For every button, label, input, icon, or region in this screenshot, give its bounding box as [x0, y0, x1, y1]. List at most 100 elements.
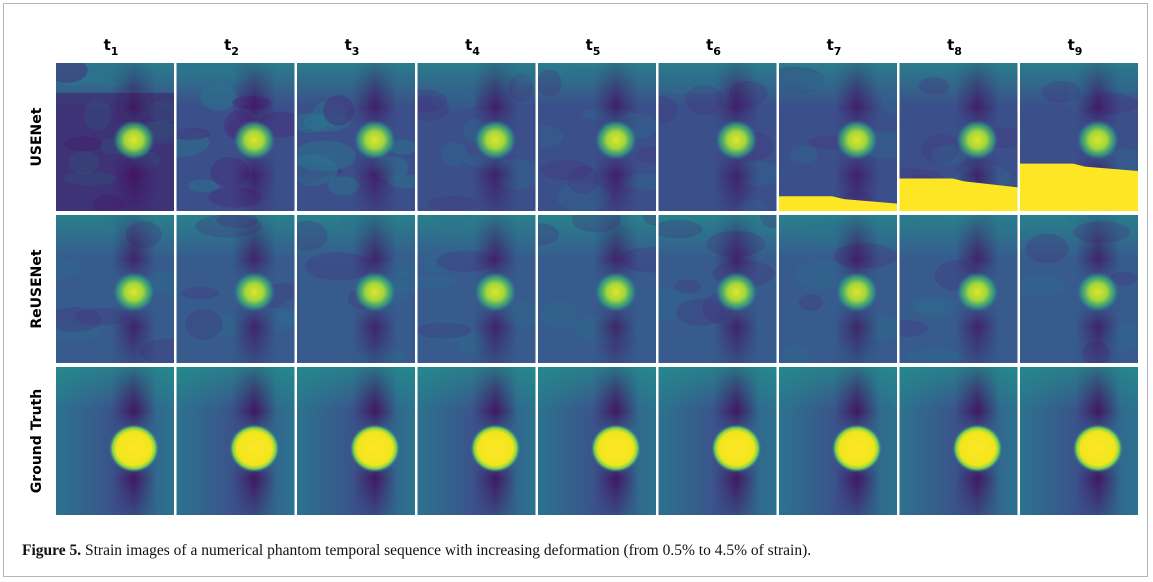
texture-patch: [643, 215, 656, 226]
texture-patch: [538, 223, 559, 246]
column-header: t6: [706, 36, 721, 58]
inclusion: [1077, 120, 1119, 160]
image-content: [779, 63, 897, 211]
texture-patch: [779, 66, 826, 95]
image-content: [899, 367, 1018, 515]
texture-patch: [899, 215, 944, 224]
image-content: [779, 215, 897, 363]
texture-patch: [63, 171, 117, 186]
texture-patch: [899, 320, 928, 337]
strain-image: [899, 367, 1018, 515]
inclusion: [349, 424, 401, 473]
inclusion: [354, 272, 396, 312]
row-label: USENet: [29, 107, 45, 166]
texture-patch: [662, 76, 694, 94]
texture-patch: [176, 64, 203, 83]
texture-patch: [417, 275, 459, 289]
texture-patch: [417, 95, 450, 121]
inclusion: [474, 272, 517, 312]
texture-patch: [417, 322, 472, 339]
column-header-sub: 4: [472, 45, 480, 58]
texture-patch: [674, 279, 702, 294]
image-content: [297, 367, 415, 515]
strain-image: [899, 63, 1018, 211]
texture-patch: [658, 288, 699, 320]
strain-image: [56, 367, 174, 515]
texture-patch: [420, 254, 450, 273]
column-header-base: t: [104, 36, 111, 54]
texture-patch: [56, 323, 103, 342]
strain-image: [658, 215, 777, 363]
texture-patch: [417, 89, 448, 113]
strain-image: [297, 367, 415, 515]
strain-image: [779, 367, 897, 515]
texture-patch: [64, 136, 103, 152]
texture-patch: [685, 84, 724, 116]
column-header-sub: 1: [111, 45, 119, 58]
strain-image: [297, 63, 415, 211]
column-header-sub: 7: [834, 45, 842, 58]
strain-image: [538, 367, 656, 515]
inclusion: [711, 424, 762, 473]
image-content: [538, 63, 656, 211]
row-label: ReUSENet: [29, 249, 45, 329]
texture-patch: [440, 141, 468, 167]
texture-patch: [1020, 274, 1064, 297]
caption-label: Figure 5.: [22, 542, 82, 559]
inclusion: [229, 424, 280, 473]
column-header-base: t: [224, 36, 231, 54]
texture-patch: [794, 260, 848, 290]
image-content: [56, 367, 174, 515]
image-content: [1020, 367, 1138, 515]
column-header-base: t: [586, 36, 593, 54]
inclusion: [956, 272, 999, 312]
column-header-base: t: [465, 36, 472, 54]
column-header-sub: 6: [713, 45, 721, 58]
column-header-sub: 2: [231, 45, 239, 58]
inclusion: [233, 120, 276, 160]
image-content: [176, 367, 295, 515]
texture-patch: [199, 83, 237, 111]
texture-patch: [636, 146, 656, 164]
inclusion: [952, 424, 1003, 473]
strain-image: [417, 63, 536, 211]
texture-patch: [56, 307, 102, 333]
texture-patch: [538, 125, 564, 149]
image-content: [297, 63, 415, 211]
caption: Figure 5. Strain images of a numerical p…: [22, 542, 811, 560]
strain-image: [56, 215, 174, 363]
inclusion: [715, 120, 758, 160]
image-content: [779, 367, 897, 515]
image-content: [56, 63, 174, 211]
inclusion: [836, 120, 878, 160]
strain-image: [297, 215, 415, 363]
column-header: t3: [345, 36, 360, 58]
inclusion: [113, 120, 155, 160]
texture-patch: [798, 294, 824, 311]
image-content: [1020, 215, 1138, 363]
texture-patch: [671, 70, 726, 87]
texture-patch: [1025, 233, 1069, 264]
texture-patch: [779, 70, 828, 96]
inclusion: [715, 272, 758, 312]
texture-patch: [905, 348, 963, 363]
inclusion: [474, 120, 517, 160]
inclusion: [233, 272, 276, 312]
figure-frame: [3, 3, 1148, 577]
inclusion: [113, 272, 155, 312]
texture-patch: [540, 300, 578, 329]
texture-patch: [83, 99, 112, 131]
strain-image: [658, 63, 777, 211]
column-header-base: t: [345, 36, 352, 54]
strain-image: [176, 63, 295, 211]
image-content: [538, 367, 656, 515]
strain-image: [779, 215, 897, 363]
inclusion: [595, 272, 637, 312]
texture-patch: [327, 176, 360, 196]
column-header-base: t: [1068, 36, 1075, 54]
image-content: [658, 367, 777, 515]
texture-patch: [881, 88, 897, 117]
inclusion: [590, 424, 642, 473]
image-content: [417, 215, 536, 363]
